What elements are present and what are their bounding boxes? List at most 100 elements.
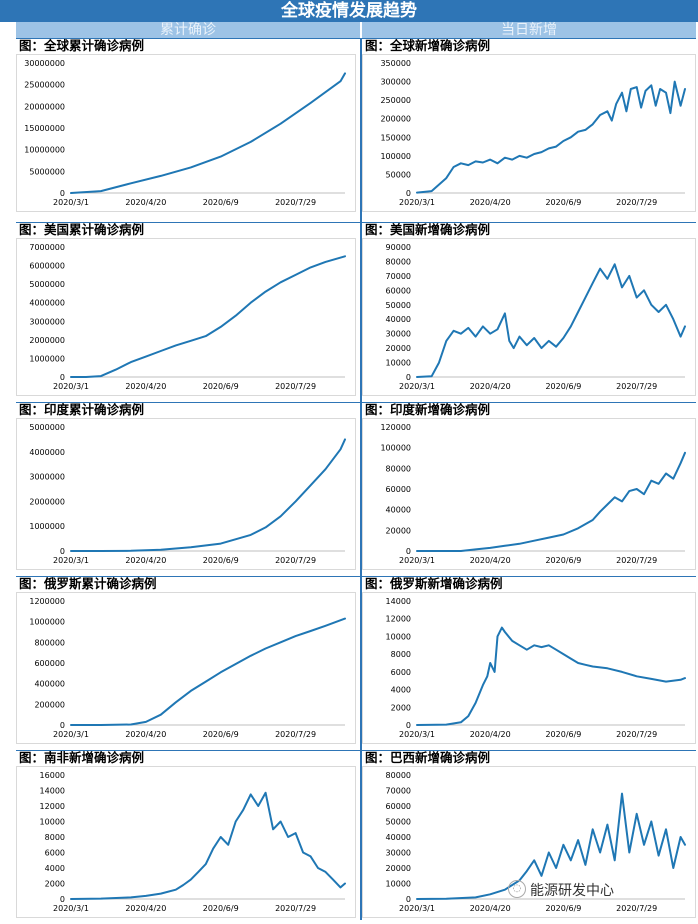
y-tick-label: 400000 [34, 680, 65, 689]
y-tick-label: 6000 [45, 849, 65, 858]
chart-title: 图：印度新增确诊病例 [365, 402, 491, 417]
y-tick-label: 200000 [380, 115, 411, 124]
y-tick-label: 16000 [40, 771, 65, 780]
row-divider [16, 38, 696, 39]
y-tick-label: 30000 [386, 849, 411, 858]
x-tick-label: 2020/4/20 [125, 382, 166, 391]
y-tick-label: 10000 [386, 880, 411, 889]
y-tick-label: 200000 [34, 700, 65, 709]
y-tick-label: 15000000 [24, 124, 65, 133]
y-tick-label: 12000 [386, 615, 411, 624]
y-tick-label: 0 [60, 189, 65, 198]
y-tick-label: 60000 [386, 802, 411, 811]
column-divider [360, 38, 362, 920]
y-tick-label: 80000 [386, 464, 411, 473]
chart-title: 图：全球累计确诊病例 [19, 38, 145, 53]
chart-global-daily: 0 50000 100000 150000 200000 250000 300000 3500… [362, 54, 696, 212]
x-tick-label: 2020/6/9 [545, 198, 581, 207]
y-tick-label: 300000 [380, 78, 411, 87]
y-tick-label: 10000 [386, 632, 411, 641]
x-tick-label: 2020/4/20 [470, 556, 511, 565]
x-tick-label: 2020/4/20 [125, 556, 166, 565]
series-line [70, 72, 346, 194]
x-tick-label: 2020/6/9 [203, 198, 239, 207]
y-tick-label: 30000 [386, 330, 411, 339]
x-tick-label: 2020/6/9 [203, 904, 239, 913]
x-tick-label: 2020/3/1 [399, 730, 435, 739]
chart-title: 图：印度累计确诊病例 [19, 402, 145, 417]
series-line [416, 80, 686, 194]
chart-south-africa-daily: 0 2000 4000 6000 8000 10000 12000 14000 16000 202… [16, 766, 356, 918]
y-tick-label: 5000000 [29, 167, 65, 176]
y-tick-label: 80000 [386, 257, 411, 266]
header-daily-new: 当日新增 [362, 22, 696, 38]
y-tick-label: 14000 [386, 597, 411, 606]
x-tick-label: 2020/4/20 [125, 904, 166, 913]
series-line [70, 617, 346, 726]
x-tick-label: 2020/7/29 [616, 198, 657, 207]
y-tick-label: 20000 [386, 526, 411, 535]
chart-india-cumulative: 0 1000000 2000000 3000000 4000000 5000000 2020… [16, 418, 356, 570]
series-line [70, 255, 346, 378]
y-tick-label: 20000 [386, 864, 411, 873]
series-line [70, 791, 346, 900]
y-tick-label: 40000 [386, 506, 411, 515]
x-tick-label: 2020/3/1 [53, 198, 89, 207]
y-tick-label: 0 [60, 547, 65, 556]
watermark: 能源研发中心 [530, 883, 614, 899]
y-tick-label: 40000 [386, 833, 411, 842]
y-tick-label: 100000 [380, 444, 411, 453]
chart-title: 图：美国累计确诊病例 [19, 222, 145, 237]
y-tick-label: 5000000 [29, 280, 65, 289]
y-tick-label: 1000000 [29, 522, 65, 531]
y-tick-label: 5000000 [29, 423, 65, 432]
y-tick-label: 50000 [386, 301, 411, 310]
series-line [416, 626, 686, 726]
y-tick-label: 4000 [391, 686, 411, 695]
y-tick-label: 30000000 [24, 59, 65, 68]
y-tick-label: 4000 [45, 864, 65, 873]
y-tick-label: 3000000 [29, 317, 65, 326]
x-tick-label: 2020/4/20 [470, 198, 511, 207]
chart-us-cumulative: 0 1000000 2000000 3000000 4000000 5000000 6000… [16, 238, 356, 396]
row-divider [16, 222, 696, 223]
x-tick-label: 2020/3/1 [399, 382, 435, 391]
row-divider [16, 402, 696, 403]
x-tick-label: 2020/3/1 [53, 556, 89, 565]
x-tick-label: 2020/6/9 [545, 382, 581, 391]
y-tick-label: 3000000 [29, 473, 65, 482]
x-tick-label: 2020/7/29 [275, 382, 316, 391]
x-tick-label: 2020/3/1 [399, 904, 435, 913]
x-tick-label: 2020/4/20 [125, 198, 166, 207]
x-tick-label: 2020/4/20 [470, 730, 511, 739]
x-tick-label: 2020/4/20 [470, 904, 511, 913]
x-tick-label: 2020/6/9 [545, 730, 581, 739]
y-tick-label: 0 [406, 373, 411, 382]
chart-russia-daily: 0 2000 4000 6000 8000 10000 12000 14000 2020/3/1… [362, 592, 696, 744]
y-tick-label: 2000 [391, 703, 411, 712]
y-tick-label: 600000 [34, 659, 65, 668]
y-tick-label: 0 [406, 721, 411, 730]
chart-india-daily: 0 20000 40000 60000 80000 100000 120000 2020/3/… [362, 418, 696, 570]
y-tick-label: 2000 [45, 880, 65, 889]
chart-russia-cumulative: 0 200000 400000 600000 800000 1000000 1200000 2… [16, 592, 356, 744]
y-tick-label: 250000 [380, 96, 411, 105]
y-tick-label: 20000 [386, 344, 411, 353]
page-banner: 全球疫情发展趋势 [0, 0, 698, 22]
y-tick-label: 6000 [391, 668, 411, 677]
y-tick-label: 0 [406, 895, 411, 904]
y-tick-label: 0 [406, 547, 411, 556]
y-tick-label: 4000000 [29, 448, 65, 457]
y-tick-label: 8000 [391, 650, 411, 659]
y-tick-label: 1200000 [29, 597, 65, 606]
x-tick-label: 2020/3/1 [399, 556, 435, 565]
y-tick-label: 1000000 [29, 618, 65, 627]
row-divider [16, 576, 696, 577]
chart-title: 图：俄罗斯新增确诊病例 [365, 576, 503, 591]
y-tick-label: 14000 [40, 787, 65, 796]
x-tick-label: 2020/7/29 [275, 904, 316, 913]
y-tick-label: 40000 [386, 315, 411, 324]
x-tick-label: 2020/7/29 [275, 730, 316, 739]
chart-title: 图：南非新增确诊病例 [19, 750, 145, 765]
y-tick-label: 90000 [386, 243, 411, 252]
